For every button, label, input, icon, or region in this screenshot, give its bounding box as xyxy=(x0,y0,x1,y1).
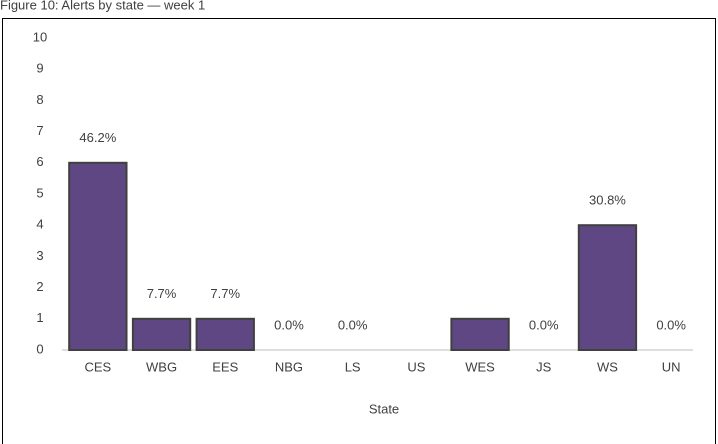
y-tick-label: 0 xyxy=(36,341,43,356)
bar xyxy=(577,224,638,351)
bar xyxy=(195,317,255,351)
x-tick-label: US xyxy=(407,359,425,374)
bar xyxy=(68,161,128,351)
y-tick-label: 1 xyxy=(36,310,43,325)
x-tick-label: WES xyxy=(465,359,495,374)
data-label: 30.8% xyxy=(589,193,626,208)
x-tick-label: CES xyxy=(84,359,111,374)
data-label: 0.0% xyxy=(274,317,304,332)
bar xyxy=(450,317,510,351)
data-label: 0.0% xyxy=(338,317,368,332)
y-tick-label: 4 xyxy=(36,217,43,232)
x-tick-label: LS xyxy=(345,359,361,374)
y-tick-label: 10 xyxy=(33,29,47,44)
y-tick-label: 8 xyxy=(36,92,43,107)
x-tick-label: EES xyxy=(212,359,238,374)
y-tick-label: 5 xyxy=(36,185,43,200)
x-tick-label: WS xyxy=(597,359,618,374)
y-tick-label: 6 xyxy=(36,154,43,169)
y-tick-label: 7 xyxy=(36,123,43,138)
y-tick-label: 9 xyxy=(36,61,43,76)
data-label: 0.0% xyxy=(656,317,686,332)
chart-title: Figure 10: Alerts by state — week 1 xyxy=(0,0,205,12)
bar xyxy=(131,317,192,351)
data-label: 7.7% xyxy=(147,286,177,301)
chart-border xyxy=(2,18,716,444)
x-axis-title: State xyxy=(369,401,399,416)
data-label: 7.7% xyxy=(210,286,240,301)
x-tick-label: JS xyxy=(536,359,552,374)
x-tick-label: UN xyxy=(662,359,681,374)
data-label: 46.2% xyxy=(79,130,116,145)
x-tick-label: WBG xyxy=(146,359,177,374)
y-tick-label: 2 xyxy=(36,279,43,294)
data-label: 0.0% xyxy=(529,317,559,332)
y-tick-label: 3 xyxy=(36,248,43,263)
x-tick-label: NBG xyxy=(275,359,303,374)
